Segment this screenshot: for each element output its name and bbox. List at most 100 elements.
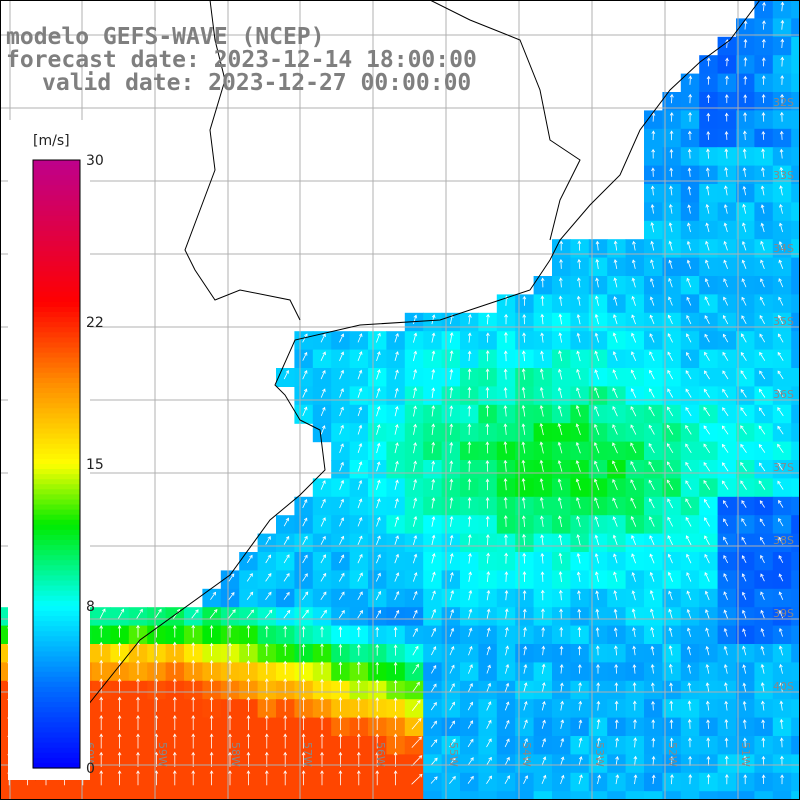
- wind-arrow: [246, 714, 251, 731]
- wind-arrow: [741, 536, 747, 545]
- wind-arrow: [577, 258, 582, 269]
- wind-arrow: [467, 738, 474, 748]
- speed-cell: [791, 680, 800, 700]
- wind-arrow: [265, 591, 272, 600]
- wind-arrow: [667, 516, 674, 527]
- wind-arrow: [505, 663, 510, 674]
- speed-cell: [294, 570, 314, 590]
- wind-arrow: [741, 518, 747, 527]
- wind-arrow: [742, 591, 747, 600]
- wind-arrow: [376, 369, 381, 380]
- wind-arrow: [172, 659, 177, 675]
- speed-cell: [386, 386, 406, 406]
- wind-arrow: [780, 755, 784, 766]
- speed-cell: [478, 736, 498, 755]
- wind-arrow: [209, 659, 214, 675]
- wind-arrow: [302, 498, 308, 509]
- speed-cell: [368, 791, 387, 800]
- wind-arrow: [485, 478, 490, 491]
- lon-label: 53W: [593, 742, 606, 767]
- wind-arrow: [467, 478, 472, 491]
- wind-arrow: [172, 696, 177, 712]
- wind-arrow: [650, 682, 655, 693]
- wind-arrow: [449, 590, 454, 601]
- wind-arrow: [779, 185, 783, 196]
- wind-arrow: [431, 608, 436, 619]
- wind-arrow: [320, 498, 326, 509]
- wind-arrow: [724, 682, 728, 693]
- wind-arrow: [228, 659, 232, 675]
- wind-arrow: [246, 642, 251, 657]
- wind-arrow: [597, 755, 601, 766]
- wind-arrow: [541, 627, 546, 637]
- lon-label: 58W: [229, 742, 242, 767]
- wind-arrow: [467, 534, 472, 546]
- speed-cell: [423, 736, 443, 755]
- wind-arrow: [449, 460, 454, 472]
- wind-arrow: [651, 130, 656, 141]
- wind-arrow: [541, 738, 546, 748]
- wind-arrow: [779, 737, 784, 748]
- wind-arrow: [721, 425, 729, 435]
- colorbar-segment: [33, 737, 80, 744]
- wind-arrow: [503, 459, 508, 472]
- wind-arrow: [467, 405, 472, 417]
- wind-arrow: [668, 663, 673, 674]
- wind-arrow: [191, 678, 196, 694]
- wind-arrow: [648, 498, 655, 509]
- wind-arrow: [485, 332, 490, 343]
- wind-arrow: [687, 185, 692, 196]
- wind-arrow: [559, 664, 564, 674]
- wind-arrow: [320, 535, 326, 545]
- wind-arrow: [742, 222, 747, 233]
- wind-arrow: [560, 719, 565, 729]
- wind-arrow: [228, 714, 232, 731]
- wind-arrow: [613, 277, 618, 288]
- speed-cell: [791, 294, 800, 314]
- wind-arrow: [669, 185, 673, 196]
- wind-arrow: [723, 296, 729, 306]
- wind-arrow: [394, 498, 399, 509]
- wind-arrow: [576, 314, 581, 325]
- wind-arrow: [283, 591, 290, 600]
- wind-arrow: [743, 737, 747, 748]
- colorbar-segment: [33, 418, 80, 425]
- wind-arrow: [724, 112, 729, 122]
- wind-arrow: [669, 756, 674, 766]
- wind-arrow: [650, 259, 655, 270]
- wind-arrow: [558, 332, 563, 343]
- wind-arrow: [648, 424, 655, 435]
- colorbar-frame: [32, 159, 81, 769]
- wind-arrow: [670, 774, 674, 785]
- wind-arrow: [688, 774, 693, 785]
- wind-arrow: [264, 660, 269, 675]
- wind-arrow: [136, 714, 140, 731]
- wind-arrow: [669, 167, 674, 177]
- wind-arrow: [594, 369, 600, 380]
- wind-arrow: [559, 240, 564, 251]
- latitude-labels: 32S 33S 34S 35S 36S 37S 38S 39S 40S: [773, 96, 794, 693]
- wind-arrow: [578, 682, 582, 693]
- colorbar-segment: [33, 266, 80, 273]
- wind-arrow: [743, 130, 747, 141]
- wind-arrow: [685, 370, 692, 380]
- wind-arrow: [540, 589, 545, 601]
- wind-arrow: [394, 535, 399, 545]
- wind-arrow: [339, 517, 345, 527]
- wind-arrow: [522, 608, 527, 619]
- colorbar-segment: [33, 707, 80, 713]
- wind-arrow: [99, 641, 104, 657]
- wind-arrow: [413, 405, 417, 417]
- speed-cell: [312, 368, 332, 387]
- wind-arrow: [686, 608, 692, 619]
- wind-arrow: [449, 664, 455, 674]
- wind-arrow: [630, 442, 637, 454]
- wind-arrow: [780, 56, 785, 67]
- wind-arrow: [357, 333, 363, 343]
- speed-cell: [791, 478, 800, 498]
- speed-cell: [239, 552, 259, 571]
- speed-cell: [386, 791, 406, 800]
- wind-arrow: [283, 517, 289, 527]
- wind-arrow: [376, 351, 381, 362]
- speed-cell: [423, 699, 443, 719]
